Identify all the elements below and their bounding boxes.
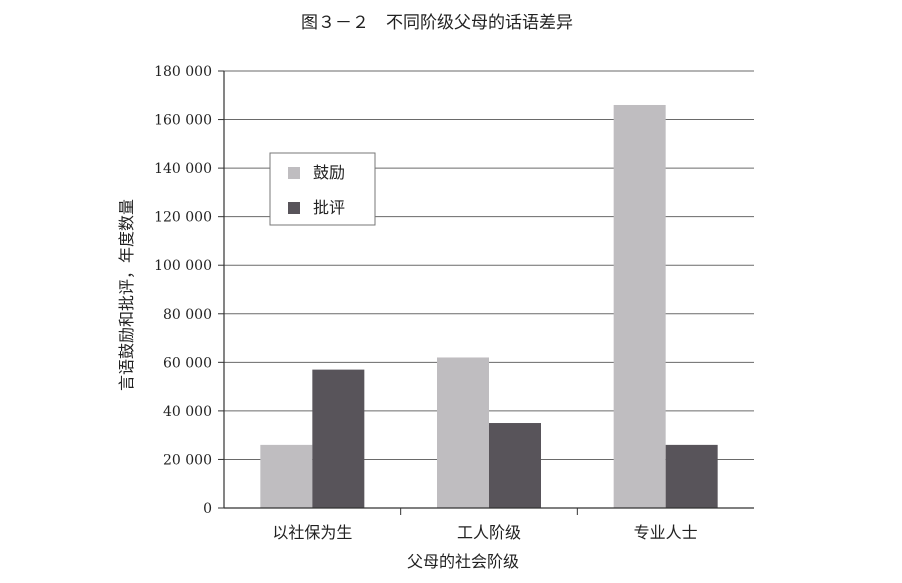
x-category-label: 工人阶级 xyxy=(457,523,521,542)
y-tick-label: 180 000 xyxy=(154,64,212,80)
y-axis-label: 言语鼓励和批评，年度数量 xyxy=(117,199,136,391)
bar-criticize-2 xyxy=(665,444,718,508)
y-tick-label: 0 xyxy=(203,501,212,517)
legend-box xyxy=(269,152,376,226)
y-tick-label: 160 000 xyxy=(154,113,212,129)
bars xyxy=(260,104,718,508)
bar-encourage-0 xyxy=(260,444,313,508)
y-tick-label: 80 000 xyxy=(163,307,212,323)
chart-title: 图３－２ 不同阶级父母的话语差异 xyxy=(301,13,573,33)
legend-label: 鼓励 xyxy=(313,163,345,182)
bar-criticize-1 xyxy=(489,423,541,508)
axes xyxy=(223,71,754,509)
y-axis-ticks: 0 20 000 40 000 60 000 80 000 100 000 120 000 1… xyxy=(154,64,224,517)
y-tick-label: 60 000 xyxy=(163,355,212,371)
x-axis-categories: 以社保为生 工人阶级 专业人士 xyxy=(272,508,698,542)
legend-swatch xyxy=(288,167,300,179)
y-tick-label: 40 000 xyxy=(163,404,212,420)
y-tick-label: 140 000 xyxy=(154,161,212,177)
y-tick-label: 120 000 xyxy=(154,210,212,226)
y-tick-label: 100 000 xyxy=(154,258,212,274)
x-category-label: 专业人士 xyxy=(634,523,698,542)
x-axis-label: 父母的社会阶级 xyxy=(407,552,519,571)
bar-encourage-1 xyxy=(437,357,489,508)
bar-encourage-2 xyxy=(613,104,666,508)
legend-swatch xyxy=(288,202,300,214)
y-tick-label: 20 000 xyxy=(163,452,212,468)
legend-label: 批评 xyxy=(313,198,345,217)
bar-criticize-0 xyxy=(312,369,365,508)
x-category-label: 以社保为生 xyxy=(272,523,352,542)
